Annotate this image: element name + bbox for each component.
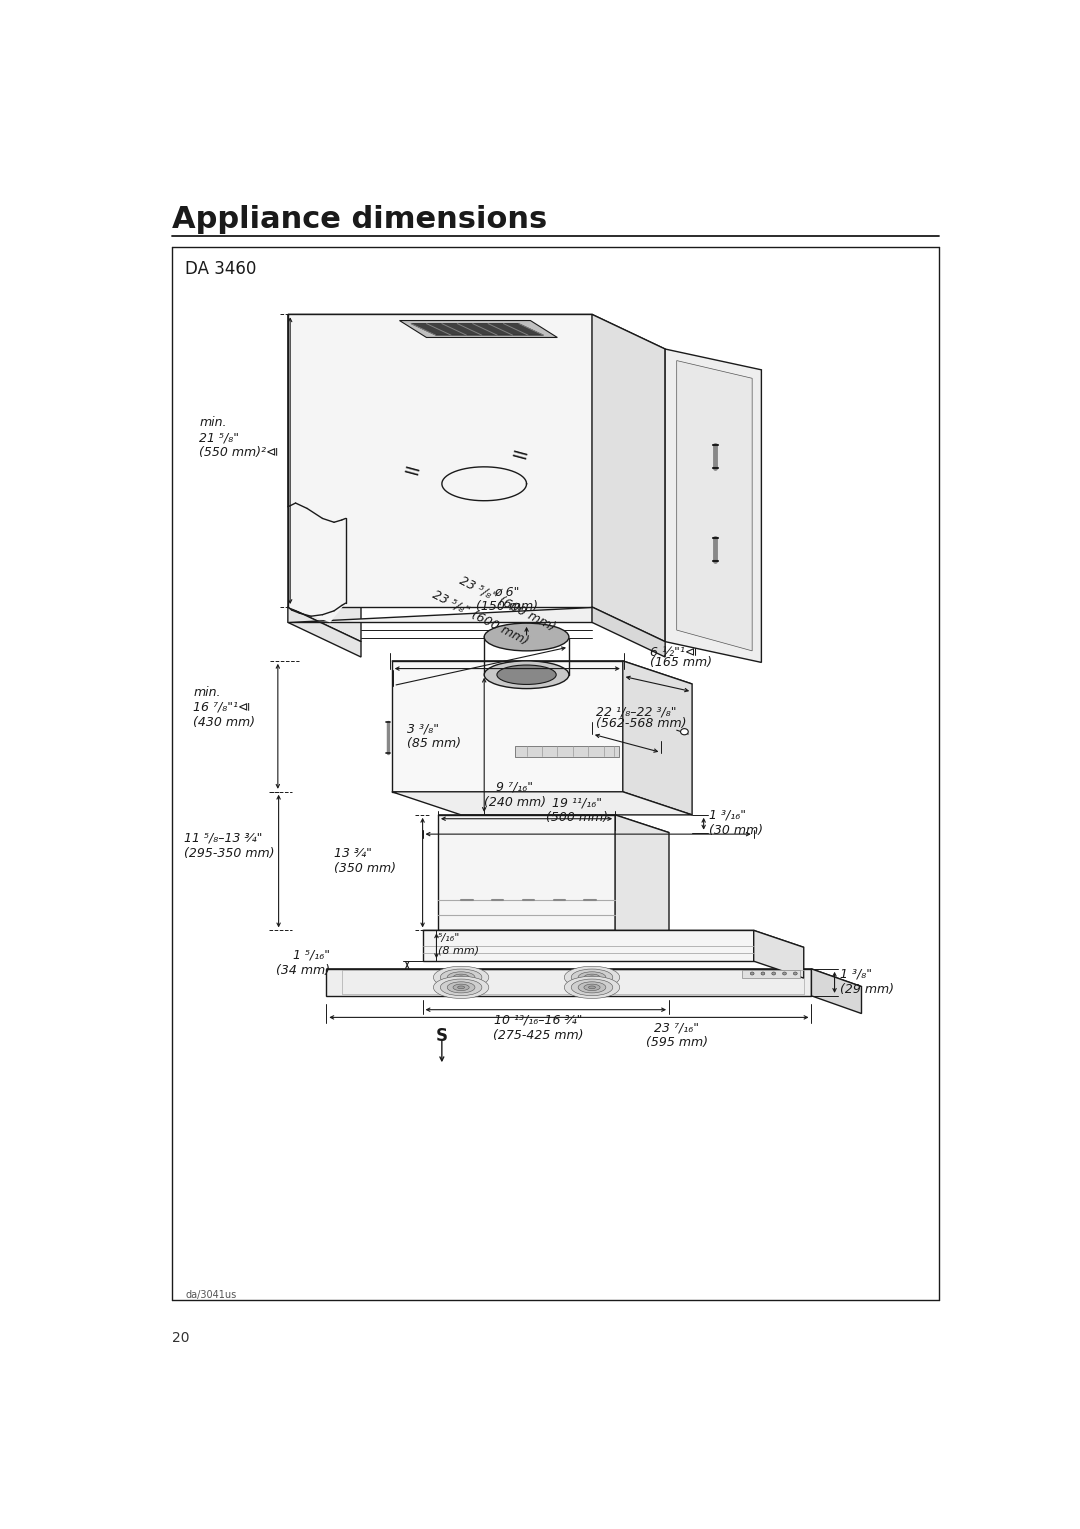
Polygon shape	[677, 361, 752, 651]
Text: 11 ⁵/₈–13 ¾"
(295-350 mm): 11 ⁵/₈–13 ¾" (295-350 mm)	[184, 832, 274, 859]
Polygon shape	[288, 607, 361, 657]
Ellipse shape	[571, 979, 612, 995]
Ellipse shape	[433, 977, 489, 998]
Ellipse shape	[564, 977, 620, 998]
Polygon shape	[326, 969, 811, 995]
Text: 9 ⁷/₁₆"
(240 mm): 9 ⁷/₁₆" (240 mm)	[484, 781, 546, 809]
Text: 23 ⁵/₈" (600 mm): 23 ⁵/₈" (600 mm)	[457, 575, 557, 635]
Text: =: =	[508, 445, 530, 469]
Polygon shape	[742, 969, 800, 979]
Text: 22 ¹/₈–22 ³/₈": 22 ¹/₈–22 ³/₈"	[596, 705, 676, 719]
Polygon shape	[288, 315, 361, 642]
Polygon shape	[392, 792, 692, 815]
Text: ⁵/₁₆"
(8 mm): ⁵/₁₆" (8 mm)	[438, 933, 480, 956]
Polygon shape	[288, 607, 592, 622]
Polygon shape	[515, 746, 619, 757]
Polygon shape	[438, 815, 616, 930]
Ellipse shape	[584, 974, 600, 980]
Ellipse shape	[453, 974, 469, 980]
Polygon shape	[592, 315, 665, 642]
Text: 1 ⁵/₁₆"
(34 mm): 1 ⁵/₁₆" (34 mm)	[276, 948, 330, 977]
Polygon shape	[288, 315, 665, 349]
Ellipse shape	[484, 624, 569, 651]
Ellipse shape	[484, 661, 569, 688]
Polygon shape	[400, 321, 557, 338]
Ellipse shape	[578, 982, 606, 992]
Ellipse shape	[589, 976, 595, 979]
Text: 20: 20	[173, 1330, 190, 1346]
Polygon shape	[288, 503, 346, 622]
Ellipse shape	[497, 665, 556, 685]
Text: 23 ⁷/₁₆"
(595 mm): 23 ⁷/₁₆" (595 mm)	[646, 1021, 707, 1049]
Polygon shape	[411, 324, 543, 335]
Ellipse shape	[794, 972, 797, 976]
Polygon shape	[438, 815, 669, 833]
Polygon shape	[623, 661, 692, 815]
Text: 3 ³/₈"
(85 mm): 3 ³/₈" (85 mm)	[407, 722, 461, 751]
Polygon shape	[422, 930, 754, 962]
Ellipse shape	[571, 969, 612, 986]
Text: min.
16 ⁷/₈"¹⧏
(430 mm): min. 16 ⁷/₈"¹⧏ (430 mm)	[193, 685, 255, 729]
Text: 10 ¹³/₁₆–16 ¾"
(275-425 mm): 10 ¹³/₁₆–16 ¾" (275-425 mm)	[492, 1014, 583, 1041]
Text: min.
21 ⁵/₈"
(550 mm)²⧏: min. 21 ⁵/₈" (550 mm)²⧏	[200, 416, 279, 459]
Text: (165 mm): (165 mm)	[650, 656, 712, 668]
Text: da/3041us: da/3041us	[186, 1290, 237, 1300]
Ellipse shape	[447, 982, 475, 992]
Polygon shape	[326, 969, 862, 986]
Ellipse shape	[458, 986, 464, 989]
Text: 6 ½"¹⧏: 6 ½"¹⧏	[650, 647, 697, 659]
Text: 19 ¹¹/₁₆"
(500 mm): 19 ¹¹/₁₆" (500 mm)	[545, 797, 608, 824]
Text: DA 3460: DA 3460	[186, 260, 257, 278]
Ellipse shape	[447, 972, 475, 983]
Polygon shape	[422, 930, 804, 948]
Text: 1 ³/₈"
(29 mm): 1 ³/₈" (29 mm)	[840, 968, 894, 995]
Polygon shape	[392, 661, 623, 792]
Ellipse shape	[564, 966, 620, 988]
Ellipse shape	[441, 979, 482, 995]
Text: 23 ⁵/₈" (600 mm): 23 ⁵/₈" (600 mm)	[430, 587, 530, 647]
Text: =: =	[400, 460, 422, 485]
Ellipse shape	[751, 972, 754, 976]
Text: Appliance dimensions: Appliance dimensions	[173, 205, 548, 234]
Ellipse shape	[772, 972, 775, 976]
Ellipse shape	[761, 972, 765, 976]
Ellipse shape	[453, 985, 469, 991]
Ellipse shape	[578, 972, 606, 983]
Ellipse shape	[458, 976, 464, 979]
Polygon shape	[392, 661, 692, 683]
Ellipse shape	[680, 729, 688, 735]
Text: ø 6"
(150 mm): ø 6" (150 mm)	[476, 586, 538, 613]
Ellipse shape	[441, 969, 482, 986]
Polygon shape	[665, 349, 761, 662]
Polygon shape	[288, 315, 592, 607]
Polygon shape	[811, 969, 862, 1014]
Text: (562-568 mm): (562-568 mm)	[596, 717, 687, 731]
Polygon shape	[754, 930, 804, 979]
Polygon shape	[616, 815, 669, 948]
Ellipse shape	[783, 972, 786, 976]
Ellipse shape	[584, 985, 600, 991]
Text: 13 ¾"
(350 mm): 13 ¾" (350 mm)	[334, 847, 396, 875]
Ellipse shape	[433, 966, 489, 988]
Text: S: S	[436, 1026, 448, 1044]
Text: 1 ³/₁₆"
(30 mm): 1 ³/₁₆" (30 mm)	[710, 809, 764, 836]
Polygon shape	[592, 607, 665, 657]
Ellipse shape	[589, 986, 595, 989]
